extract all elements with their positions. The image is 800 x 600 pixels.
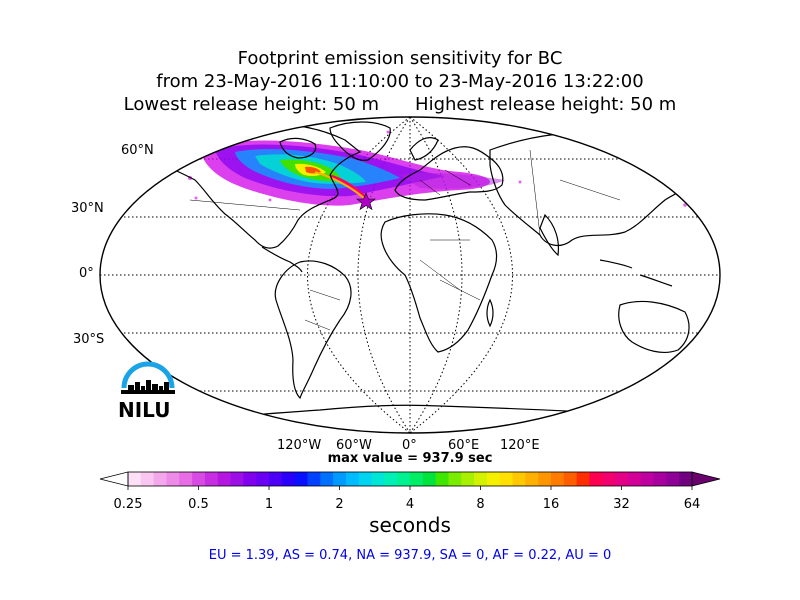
plot-title-line-2: from 23-May-2016 11:10:00 to 23-May-2016… — [156, 71, 644, 92]
colorbar-tick-label: 2 — [335, 497, 344, 512]
lon-label-120e: 120°E — [500, 438, 540, 453]
colorbar-tick-label: 1 — [264, 497, 274, 512]
lat-label-30s: 30°S — [73, 332, 105, 347]
country-borders — [189, 149, 621, 331]
colorbar-tick-label: 4 — [405, 497, 415, 512]
colorbar-tick-label: 0.5 — [188, 497, 209, 512]
lon-label-0: 0° — [402, 438, 417, 453]
colorbar-tick-label: 16 — [542, 497, 560, 512]
lon-label-120w: 120°W — [277, 438, 322, 453]
lowest-release-height: Lowest release height: 50 m — [123, 94, 380, 115]
lat-label-0: 0° — [79, 266, 94, 281]
footprint-plume — [183, 130, 687, 207]
plot-title-line-3: Lowest release height: 50 m Highest relea… — [0, 94, 800, 115]
colorbar-tick-label: 64 — [683, 497, 701, 512]
colorbar-tick-label: 8 — [476, 497, 485, 512]
lon-label-60w: 60°W — [336, 438, 372, 453]
lon-label-60e: 60°E — [448, 438, 480, 453]
region-summary: EU = 1.39, AS = 0.74, NA = 937.9, SA = 0… — [208, 548, 612, 563]
nilu-logo-text: NILU — [118, 398, 171, 422]
lat-label-30n: 30°N — [71, 201, 104, 216]
plot-title-line-1: Footprint emission sensitivity for BC — [237, 48, 563, 69]
colorbar-tick-label: 0.25 — [113, 497, 143, 512]
colorbar-tick-label: 32 — [613, 497, 630, 512]
nilu-logo: NILU — [118, 358, 180, 422]
release-location-star — [356, 192, 376, 211]
map-boundary — [99, 116, 721, 434]
nilu-logo-arc-icon — [121, 361, 175, 394]
lat-label-60n: 60°N — [121, 143, 154, 158]
max-value-label: max value = 937.9 sec — [327, 451, 493, 466]
latitude-gridlines — [100, 158, 720, 392]
colorbar-label: seconds — [369, 513, 451, 537]
highest-release-height: Highest release height: 50 m — [415, 94, 677, 115]
